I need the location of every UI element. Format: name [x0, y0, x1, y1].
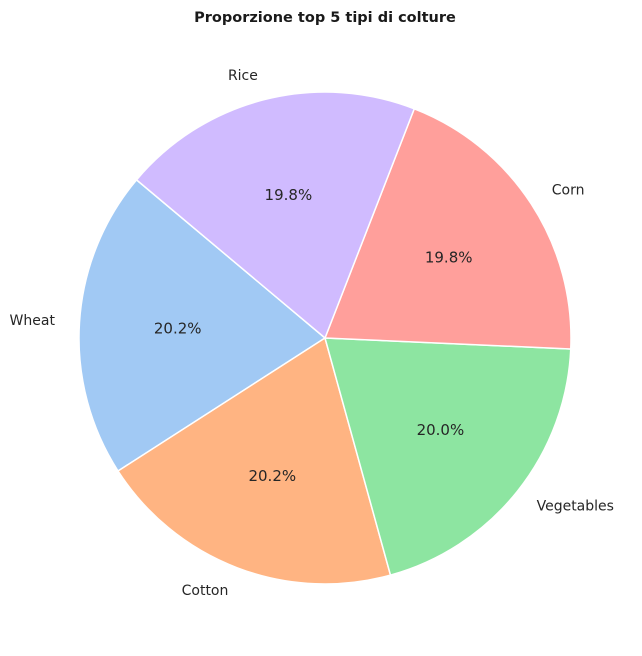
percentage-labels: 20.2% 20.2% 20.0% 19.8% 19.8% [154, 186, 473, 485]
pie-slice-rice [135, 91, 416, 339]
pct-label-rice: 19.8% [265, 186, 313, 204]
pie-slices [78, 91, 572, 585]
pie-slice-corn [324, 108, 572, 350]
pct-label-vegetables: 20.0% [417, 421, 465, 439]
pct-label-cotton: 20.2% [248, 467, 296, 485]
category-label-rice: Rice [228, 68, 258, 84]
category-label-wheat: Wheat [10, 313, 56, 329]
chart-title: Proporzione top 5 tipi di colture [194, 10, 456, 26]
pie-slice-vegetables [324, 337, 572, 576]
pie-slice-cotton [117, 337, 392, 585]
category-labels: Wheat Cotton Vegetables Corn Rice [10, 68, 614, 599]
pct-label-corn: 19.8% [425, 248, 473, 266]
category-label-vegetables: Vegetables [537, 499, 614, 515]
pie-slice-wheat [78, 179, 326, 472]
category-label-cotton: Cotton [182, 583, 229, 599]
pct-label-wheat: 20.2% [154, 320, 202, 338]
category-label-corn: Corn [552, 182, 585, 198]
